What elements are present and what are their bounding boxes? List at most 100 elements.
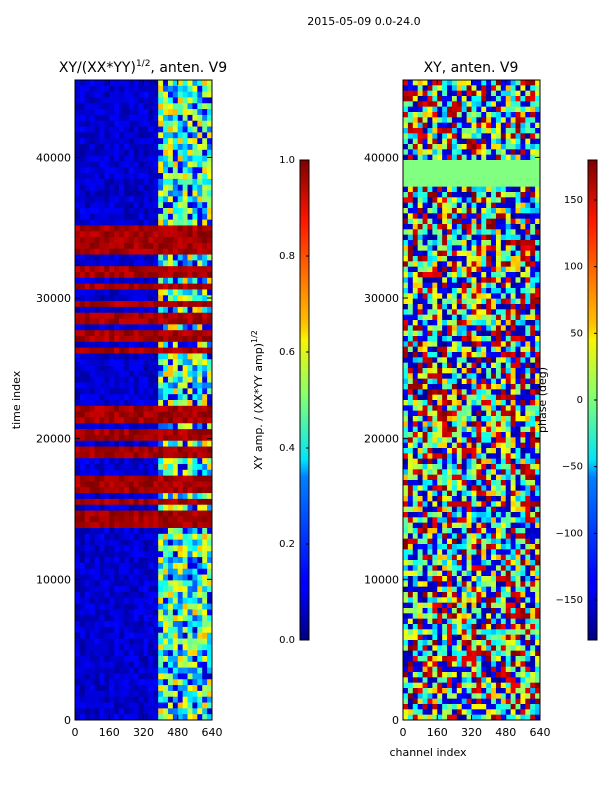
left-heatmap-cell (182, 85, 189, 93)
left-heatmap-cell (119, 609, 125, 616)
left-heatmap-cell (123, 469, 130, 477)
left-heatmap-cell (177, 283, 184, 290)
left-heatmap-cell (207, 621, 212, 628)
left-heatmap-cell (94, 690, 100, 698)
left-heatmap-cell (192, 272, 198, 279)
right-heatmap-cell (461, 80, 468, 86)
left-heatmap-cell (167, 213, 174, 221)
left-heatmap-cell (89, 301, 96, 308)
left-heatmap-cell (153, 510, 159, 517)
left-heatmap-cell (99, 533, 105, 541)
left-heatmap-cell (197, 330, 203, 337)
left-heatmap-cell (94, 493, 100, 500)
right-heatmap-cell (407, 410, 414, 417)
left-heatmap-cell (119, 85, 125, 93)
left-heatmap-cell (167, 405, 174, 413)
left-heatmap-cell (133, 679, 140, 686)
right-heatmap-cell (491, 266, 497, 273)
left-heatmap-cell (94, 254, 100, 261)
left-heatmap-cell (187, 208, 193, 215)
left-heatmap-cell (192, 312, 198, 320)
right-heatmap-cell (437, 389, 443, 396)
left-heatmap-cell (163, 580, 169, 587)
right-heatmap-cell (476, 160, 482, 166)
left-heatmap-cell (182, 382, 189, 389)
left-heatmap-cell (138, 347, 144, 354)
left-heatmap-cell (138, 621, 144, 628)
right-heatmap-cell (476, 229, 482, 236)
right-heatmap-cell (437, 362, 443, 369)
left-heatmap-cell (153, 231, 159, 238)
left-heatmap-cell (187, 400, 193, 407)
right-heatmap-cell (412, 320, 419, 326)
left-heatmap-cell (158, 510, 164, 517)
left-heatmap-cell (138, 609, 144, 616)
right-heatmap-cell (451, 309, 458, 316)
right-heatmap-cell (451, 304, 458, 310)
right-heatmap-cell (442, 170, 448, 177)
left-heatmap-cell (123, 225, 130, 232)
right-heatmap-cell (427, 410, 433, 417)
left-heatmap-cell (207, 248, 212, 256)
right-heatmap-cell (422, 165, 428, 172)
right-heatmap-cell (451, 400, 458, 406)
right-heatmap-cell (432, 122, 438, 129)
left-heatmap-cell (167, 650, 174, 657)
right-heatmap-cell (481, 112, 487, 118)
left-heatmap-cell (128, 394, 135, 401)
right-heatmap-cell (432, 181, 438, 188)
left-heatmap-cell (104, 597, 110, 605)
left-heatmap-cell (79, 673, 86, 680)
right-heatmap-cell (491, 330, 497, 337)
right-heatmap-cell (461, 384, 468, 390)
right-heatmap-cell (495, 266, 502, 273)
left-heatmap-cell (192, 592, 198, 599)
right-heatmap-cell (456, 133, 463, 140)
left-heatmap-cell (143, 231, 149, 238)
left-heatmap-cell (153, 621, 159, 628)
right-heatmap-cell (530, 304, 536, 310)
right-heatmap-cell (471, 154, 477, 161)
left-heatmap-cell (104, 638, 110, 645)
left-heatmap-cell (89, 493, 96, 500)
left-heatmap-cell (158, 336, 164, 343)
right-heatmap-cell (530, 421, 536, 428)
left-heatmap-cell (128, 149, 135, 157)
right-heatmap-cell (417, 250, 424, 257)
right-heatmap-cell (476, 336, 482, 342)
right-heatmap-cell (403, 330, 409, 337)
right-heatmap-cell (491, 101, 497, 108)
left-heatmap-cell (143, 609, 149, 616)
left-heatmap-cell (172, 638, 179, 645)
left-heatmap-cell (138, 359, 144, 366)
right-heatmap-cell (491, 261, 497, 268)
left-heatmap-cell (89, 85, 96, 93)
right-heatmap-cell (495, 368, 502, 374)
left-heatmap-cell (109, 237, 115, 244)
left-heatmap-cell (94, 382, 100, 389)
left-heatmap-cell (192, 714, 198, 720)
right-heatmap-cell (486, 282, 492, 289)
left-heatmap-cell (104, 440, 110, 448)
left-heatmap-cell (202, 493, 208, 500)
left-heatmap-cell (89, 417, 96, 424)
right-heatmap-cell (505, 256, 512, 262)
right-heatmap-cell (461, 160, 468, 166)
left-heatmap-cell (104, 661, 110, 669)
right-heatmap-cell (495, 357, 502, 364)
left-heatmap-cell (207, 615, 212, 622)
right-heatmap-cell (447, 208, 453, 214)
right-heatmap-cell (471, 250, 477, 257)
left-heatmap-cell (158, 365, 164, 372)
left-heatmap-cell (123, 213, 130, 221)
left-heatmap-cell (75, 341, 81, 349)
right-heatmap-cell (403, 320, 409, 326)
left-heatmap-cell (94, 626, 100, 634)
left-heatmap-cell (158, 487, 164, 494)
left-heatmap-cell (128, 423, 135, 430)
left-heatmap-cell (133, 551, 140, 558)
right-heatmap-cell (520, 101, 526, 108)
right-heatmap-cell (447, 421, 453, 428)
right-heatmap-cell (456, 421, 463, 428)
left-heatmap-cell (158, 283, 164, 290)
